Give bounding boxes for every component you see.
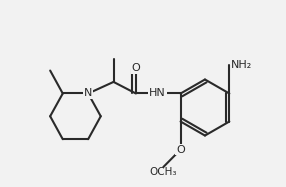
Text: OCH₃: OCH₃ bbox=[150, 167, 177, 177]
Text: N: N bbox=[84, 88, 92, 99]
Text: NH₂: NH₂ bbox=[231, 60, 252, 70]
Text: HN: HN bbox=[149, 88, 166, 99]
Text: O: O bbox=[132, 63, 140, 73]
Text: O: O bbox=[176, 145, 185, 155]
